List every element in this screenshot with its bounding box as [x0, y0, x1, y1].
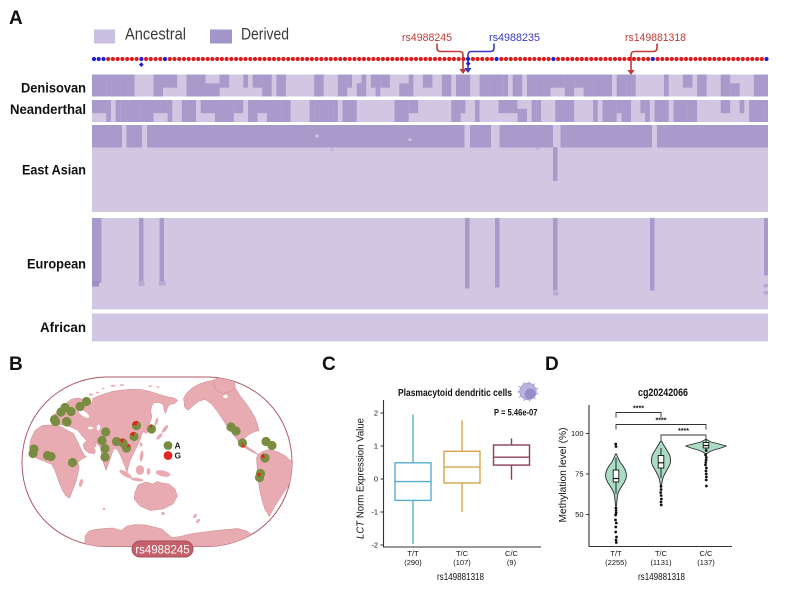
svg-text:(137): (137): [697, 558, 715, 567]
svg-text:LCT Norm Expression Value: LCT Norm Expression Value: [355, 418, 367, 539]
svg-text:T/T: T/T: [610, 549, 622, 558]
svg-text:-1: -1: [371, 508, 378, 517]
svg-text:B: B: [9, 354, 23, 375]
svg-text:C/C: C/C: [505, 549, 519, 558]
svg-text:P = 5.46e-07: P = 5.46e-07: [494, 408, 538, 418]
svg-text:G: G: [175, 451, 182, 461]
svg-text:(107): (107): [453, 558, 471, 567]
svg-text:rs4988245: rs4988245: [402, 32, 452, 44]
svg-text:rs4988235: rs4988235: [489, 32, 540, 44]
svg-text:Neanderthal: Neanderthal: [10, 102, 86, 117]
svg-text:Plasmacytoid dendritic cells: Plasmacytoid dendritic cells: [398, 387, 512, 399]
svg-text:Denisovan: Denisovan: [21, 80, 86, 95]
svg-text:0: 0: [374, 475, 378, 484]
svg-text:T/T: T/T: [407, 549, 419, 558]
svg-text:D: D: [545, 354, 559, 375]
svg-text:(290): (290): [404, 558, 422, 567]
svg-text:A: A: [9, 8, 23, 29]
svg-text:rs4988245: rs4988245: [135, 545, 189, 557]
svg-text:rs149881318: rs149881318: [625, 32, 686, 44]
svg-text:A: A: [175, 441, 181, 451]
svg-text:T/C: T/C: [456, 549, 469, 558]
svg-text:rs149881318: rs149881318: [638, 572, 685, 583]
svg-text:T/C: T/C: [655, 549, 668, 558]
svg-text:(2255): (2255): [605, 558, 627, 567]
svg-text:1: 1: [374, 442, 378, 451]
svg-text:Derived: Derived: [241, 25, 289, 44]
svg-text:(9): (9): [507, 558, 517, 567]
svg-text:-2: -2: [371, 541, 378, 550]
svg-text:50: 50: [575, 510, 583, 519]
svg-text:East Asian: East Asian: [22, 163, 86, 178]
svg-text:C/C: C/C: [700, 549, 714, 558]
svg-text:****: ****: [656, 418, 667, 425]
svg-text:2: 2: [374, 409, 378, 418]
svg-text:100: 100: [571, 429, 584, 438]
svg-text:****: ****: [633, 406, 644, 413]
svg-text:75: 75: [575, 470, 583, 479]
svg-text:****: ****: [678, 428, 689, 435]
svg-text:C: C: [322, 354, 336, 375]
svg-text:(1131): (1131): [650, 558, 672, 567]
svg-text:Ancestral: Ancestral: [125, 25, 186, 44]
svg-text:rs149881318: rs149881318: [437, 572, 484, 583]
svg-text:African: African: [40, 320, 86, 335]
svg-text:European: European: [27, 257, 86, 272]
svg-text:cg20242066: cg20242066: [638, 387, 688, 399]
svg-text:Methylation level (%): Methylation level (%): [557, 428, 569, 523]
